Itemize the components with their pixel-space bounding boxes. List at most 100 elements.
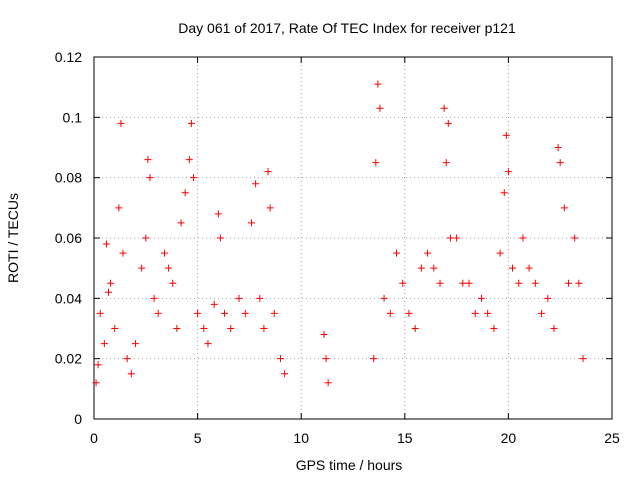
data-point (216, 234, 224, 242)
data-point (160, 249, 168, 257)
data-point (181, 189, 189, 197)
data-point (119, 249, 127, 257)
data-point (564, 279, 572, 287)
x-tick-label: 5 (194, 430, 202, 446)
data-point (235, 294, 243, 302)
data-point (123, 355, 131, 363)
data-point (169, 279, 177, 287)
data-point (177, 219, 185, 227)
data-point (115, 204, 123, 212)
y-tick-label: 0.1 (63, 109, 83, 125)
data-point (144, 156, 152, 164)
data-point (515, 279, 523, 287)
data-point (556, 159, 564, 167)
data-point (214, 210, 222, 218)
data-point (252, 180, 260, 188)
data-point (322, 355, 330, 363)
ticks-layer: 0 5 10 15 20 25 0 0.02 0.04 0.06 0.08 0.1 0.12 (55, 49, 620, 446)
data-point (221, 309, 229, 317)
data-point (320, 331, 328, 339)
data-point (471, 309, 479, 317)
data-point (266, 204, 274, 212)
data-point (560, 204, 568, 212)
data-point (459, 279, 467, 287)
x-tick-label: 20 (501, 430, 517, 446)
data-point (575, 279, 583, 287)
data-point (142, 234, 150, 242)
data-point (281, 370, 289, 378)
data-point (550, 325, 558, 332)
y-tick-label: 0.02 (55, 351, 82, 367)
data-point (502, 131, 510, 139)
data-point (500, 189, 508, 197)
y-tick-label: 0.12 (55, 49, 82, 65)
data-point (260, 325, 268, 332)
x-axis-label: GPS time / hours (296, 457, 403, 473)
data-point (490, 325, 498, 332)
data-point (393, 249, 401, 257)
data-point (270, 309, 278, 317)
data-point (531, 279, 539, 287)
data-point (417, 264, 425, 272)
x-tick-label: 10 (293, 430, 309, 446)
data-point (554, 144, 562, 151)
data-point (430, 264, 438, 272)
data-point (440, 104, 448, 112)
data-point (525, 264, 533, 272)
data-point (496, 249, 504, 257)
data-point (571, 234, 579, 242)
data-point (504, 168, 512, 176)
data-point (519, 234, 527, 242)
data-point (465, 279, 473, 287)
data-point (94, 361, 102, 369)
data-point (204, 340, 212, 348)
data-point (185, 156, 193, 164)
data-point (370, 355, 378, 363)
data-point (165, 264, 173, 272)
data-point (256, 294, 264, 302)
data-point (150, 294, 158, 302)
data-point (399, 279, 407, 287)
data-point (411, 325, 419, 332)
data-point (187, 119, 195, 127)
y-tick-label: 0.08 (55, 170, 82, 186)
data-point (194, 309, 202, 317)
data-point (484, 309, 492, 317)
data-point (477, 294, 485, 302)
data-point (405, 309, 413, 317)
data-point (579, 355, 587, 363)
data-point (372, 159, 380, 167)
x-tick-label: 15 (397, 430, 413, 446)
data-point (544, 294, 552, 302)
chart-title: Day 061 of 2017, Rate Of TEC Index for r… (178, 20, 516, 36)
grid-layer (94, 57, 612, 419)
data-point (374, 80, 382, 88)
data-point (189, 174, 197, 182)
data-point (131, 340, 139, 348)
points-layer (92, 80, 587, 387)
data-point (227, 325, 235, 332)
data-point (200, 325, 208, 332)
data-point (111, 325, 119, 332)
data-point (436, 279, 444, 287)
data-point (264, 168, 272, 176)
data-point (117, 119, 125, 127)
data-point (107, 279, 115, 287)
data-point (154, 309, 162, 317)
data-point (173, 325, 181, 332)
data-point (247, 219, 255, 227)
x-tick-label: 0 (90, 430, 98, 446)
data-point (146, 174, 154, 182)
data-point (446, 234, 454, 242)
data-point (380, 294, 388, 302)
data-point (241, 309, 249, 317)
data-point (509, 264, 517, 272)
x-tick-label: 25 (604, 430, 620, 446)
data-point (102, 240, 110, 248)
data-point (444, 119, 452, 127)
data-point (376, 104, 384, 112)
data-point (324, 379, 332, 387)
data-point (276, 355, 284, 363)
